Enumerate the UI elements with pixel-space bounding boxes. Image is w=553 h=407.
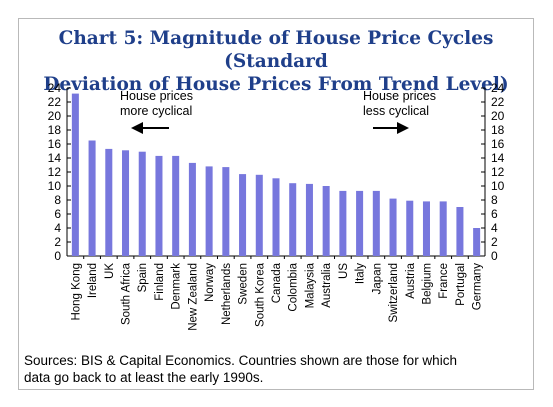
y-tick-label-left: 14	[48, 151, 62, 165]
y-tick-label-left: 24	[48, 81, 62, 95]
bar	[222, 167, 230, 256]
bar	[105, 148, 113, 256]
y-tick-label-left: 20	[48, 109, 62, 123]
category-label: France	[438, 263, 450, 299]
bar	[439, 201, 447, 256]
y-tick-label-left: 16	[48, 137, 62, 151]
chart-title-line-1: Chart 5: Magnitude of House Price Cycles…	[58, 28, 494, 72]
source-note-line-1: Sources: BIS & Capital Economics. Countr…	[24, 353, 457, 368]
category-label: South Africa	[121, 262, 133, 325]
category-label: Austria	[405, 262, 417, 298]
bar	[155, 155, 163, 256]
bar	[239, 174, 247, 256]
bar	[456, 207, 464, 256]
source-note-line-2: data go back to at least the early 1990s…	[24, 370, 264, 385]
category-label: Italy	[355, 263, 367, 284]
category-label: Finland	[154, 263, 166, 301]
category-label: Sweden	[238, 263, 250, 305]
category-label: Netherlands	[221, 263, 233, 325]
category-label: Germany	[472, 263, 484, 311]
annotation-right-line-2: less cyclical	[363, 104, 429, 118]
bar	[88, 140, 96, 256]
bar	[406, 200, 414, 256]
y-tick-label-left: 8	[54, 193, 61, 207]
category-label: South Korea	[254, 262, 266, 327]
y-tick-label-left: 12	[48, 165, 62, 179]
annotation-right-line-1: House prices	[363, 89, 436, 103]
category-label: New Zealand	[187, 263, 199, 331]
chart-title: Chart 5: Magnitude of House Price Cycles…	[19, 27, 533, 96]
y-tick-label-right: 24	[491, 81, 505, 95]
chart-title-line-2: Deviation of House Prices From Trend Lev…	[43, 74, 509, 95]
y-tick-label-right: 16	[491, 137, 505, 151]
y-tick-label-left: 4	[54, 221, 61, 235]
bar	[422, 201, 430, 256]
y-tick-label-right: 4	[491, 221, 498, 235]
annotations: House prices more cyclical House prices …	[120, 89, 436, 134]
y-tick-label-right: 20	[491, 109, 505, 123]
category-label: UK	[104, 263, 116, 279]
y-tick-label-left: 0	[54, 249, 61, 263]
annotation-left-line-1: House prices	[120, 89, 193, 103]
y-tick-label-right: 8	[491, 193, 498, 207]
bar	[289, 183, 297, 256]
bar	[122, 150, 130, 256]
bar	[356, 190, 364, 256]
y-tick-label-left: 10	[48, 179, 62, 193]
category-label: Australia	[321, 262, 333, 307]
y-tick-label-left: 18	[48, 123, 62, 137]
bar	[339, 190, 347, 256]
y-tick-label-left: 2	[54, 235, 61, 249]
bar	[322, 186, 330, 256]
bar	[172, 155, 180, 256]
y-tick-label-right: 0	[491, 249, 498, 263]
category-label: Belgium	[421, 263, 433, 305]
category-label: Spain	[137, 263, 149, 292]
y-tick-label-right: 10	[491, 179, 505, 193]
bar	[389, 198, 397, 256]
category-labels: Hong Kong Ireland UK South Africa Spain Finla…	[70, 262, 483, 330]
category-label: Japan	[371, 263, 383, 294]
arrow-left-icon	[131, 122, 169, 134]
source-note: Sources: BIS & Capital Economics. Countr…	[24, 352, 529, 386]
category-label: Canada	[271, 262, 283, 303]
arrow-right-icon	[373, 122, 409, 134]
bar	[255, 174, 263, 256]
bar	[71, 93, 79, 256]
y-tick-label-right: 18	[491, 123, 505, 137]
y-tick-label-right: 6	[491, 207, 498, 221]
category-label: US	[338, 263, 350, 279]
y-tick-label-right: 12	[491, 165, 505, 179]
category-label: Hong Kong	[70, 263, 82, 321]
bar	[305, 183, 313, 256]
y-tick-label-right: 22	[491, 95, 505, 109]
category-label: Portugal	[455, 263, 467, 306]
y-tick-label-left: 6	[54, 207, 61, 221]
bar	[372, 190, 380, 256]
bar	[473, 228, 481, 256]
chart-frame: Chart 5: Magnitude of House Price Cycles…	[18, 18, 534, 390]
annotation-left-line-2: more cyclical	[120, 104, 192, 118]
bars	[71, 93, 481, 256]
bar	[272, 178, 280, 256]
category-label: Switzerland	[388, 263, 400, 322]
category-label: Norway	[204, 263, 216, 302]
bar	[205, 166, 213, 256]
y-tick-label-right: 14	[491, 151, 505, 165]
y-tick-label-left: 22	[48, 95, 62, 109]
bar	[138, 151, 146, 256]
y-tick-label-right: 2	[491, 235, 498, 249]
category-label: Denmark	[171, 263, 183, 310]
category-label: Malaysia	[304, 262, 316, 308]
category-label: Colombia	[288, 262, 300, 311]
bar	[188, 162, 196, 256]
category-label: Ireland	[87, 263, 99, 298]
